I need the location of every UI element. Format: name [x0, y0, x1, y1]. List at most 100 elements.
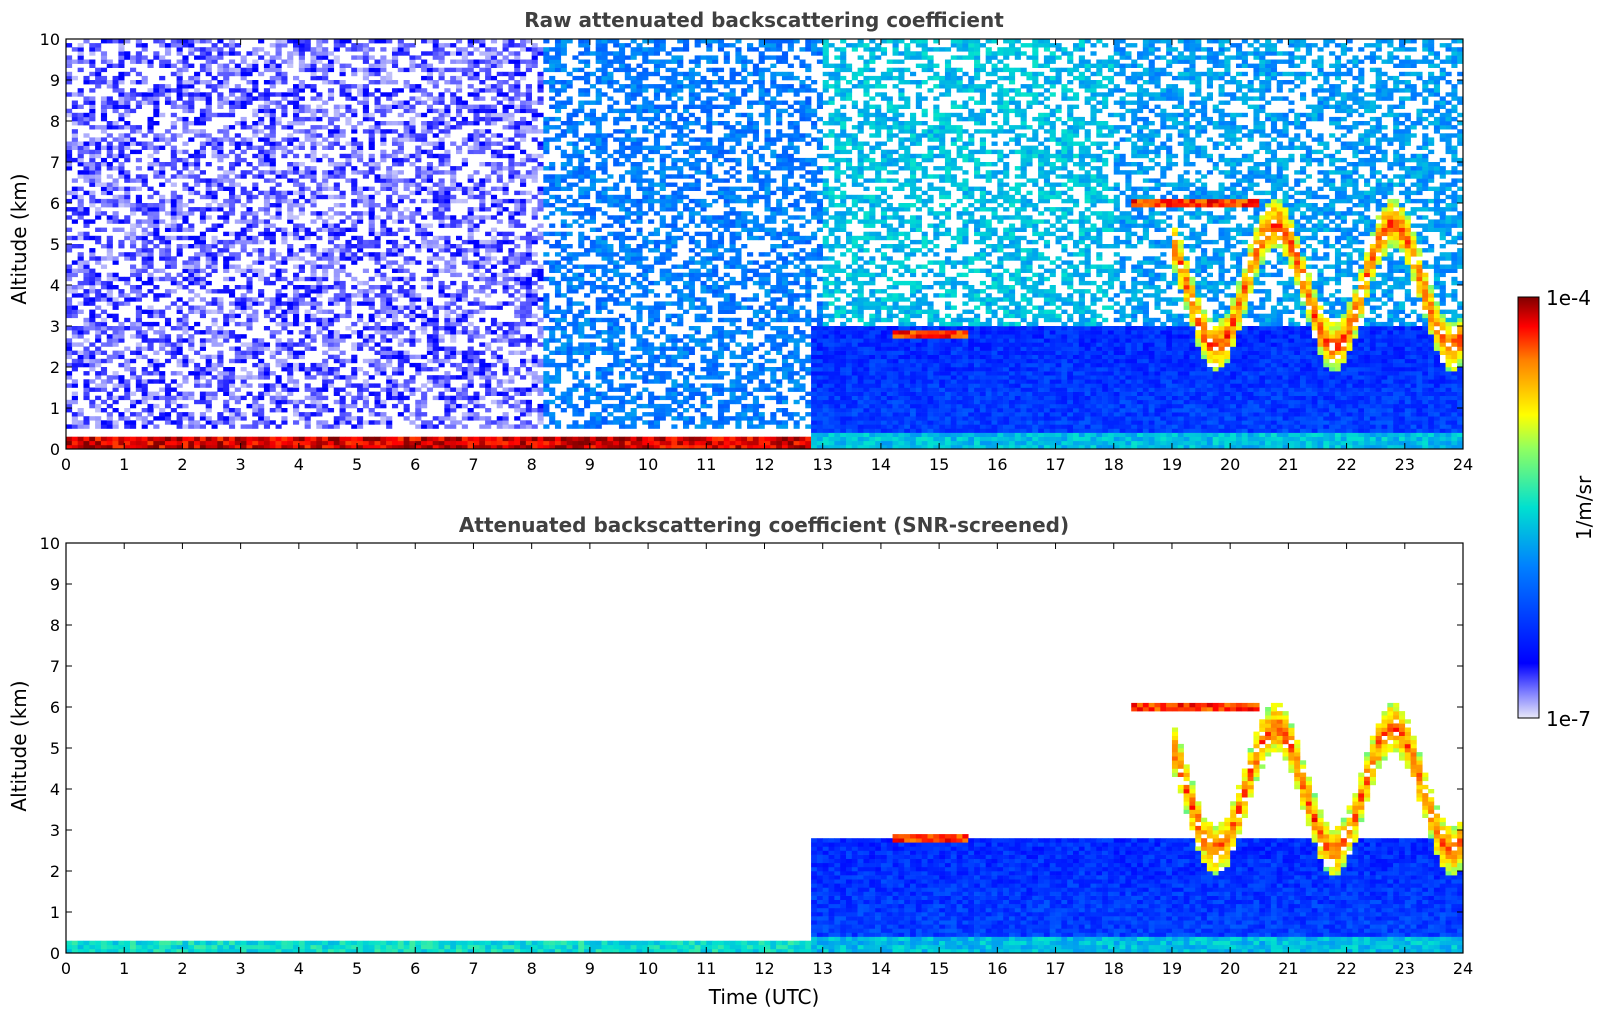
- heatmap-cell: [520, 129, 527, 134]
- heatmap-cell: [77, 256, 84, 261]
- heatmap-cell: [514, 440, 521, 446]
- heatmap-cell: [502, 268, 509, 273]
- heatmap-cell: [124, 231, 131, 237]
- heatmap-cell: [554, 104, 562, 109]
- heatmap-cell: [357, 141, 364, 146]
- heatmap-cell: [421, 231, 428, 237]
- heatmap-cell: [322, 420, 329, 425]
- heatmap-cell: [89, 157, 96, 163]
- heatmap-cell: [176, 383, 183, 388]
- heatmap-cell: [66, 408, 73, 413]
- heatmap-cell: [362, 129, 369, 134]
- heatmap-cell: [351, 256, 358, 261]
- heatmap-cell: [508, 293, 515, 298]
- heatmap-cell: [490, 170, 498, 175]
- heatmap-cell: [397, 112, 404, 118]
- heatmap-cell: [362, 395, 369, 401]
- heatmap-cell: [549, 350, 556, 355]
- heatmap-cell: [461, 67, 468, 73]
- heatmap-cell: [164, 395, 172, 401]
- heatmap-cell: [287, 309, 294, 314]
- heatmap-cell: [106, 424, 113, 429]
- heatmap-cell: [298, 276, 305, 282]
- heatmap-cell: [572, 121, 579, 126]
- heatmap-cell: [426, 67, 434, 73]
- heatmap-cell: [293, 313, 300, 319]
- heatmap-cell: [485, 174, 492, 179]
- heatmap-cell: [467, 227, 474, 232]
- heatmap-cell: [287, 149, 294, 155]
- heatmap-cell: [357, 149, 364, 155]
- heatmap-cell: [112, 88, 119, 93]
- heatmap-cell: [322, 436, 329, 442]
- heatmap-cell: [228, 203, 236, 208]
- heatmap-cell: [496, 239, 503, 245]
- heatmap-cell: [71, 367, 78, 372]
- heatmap-cell: [263, 342, 271, 347]
- heatmap-cell: [520, 137, 527, 142]
- heatmap-cell: [467, 186, 474, 191]
- heatmap-cell: [228, 408, 236, 413]
- heatmap-cell: [293, 88, 300, 93]
- heatmap-cell: [403, 403, 410, 409]
- heatmap-cell: [432, 358, 439, 364]
- heatmap-cell: [223, 75, 230, 81]
- heatmap-cell: [205, 71, 212, 77]
- heatmap-cell: [514, 387, 521, 392]
- heatmap-cell: [211, 354, 218, 360]
- heatmap-cell: [537, 358, 544, 364]
- heatmap-cell: [456, 108, 463, 114]
- heatmap-cell: [304, 116, 311, 122]
- heatmap-cell: [514, 305, 521, 310]
- heatmap-cell: [164, 321, 172, 327]
- heatmap-cell: [258, 219, 265, 224]
- heatmap-cell: [444, 112, 451, 118]
- heatmap-cell: [71, 358, 78, 364]
- heatmap-cell: [234, 71, 241, 77]
- heatmap-cell: [368, 80, 375, 85]
- heatmap-cell: [170, 223, 177, 228]
- heatmap-cell: [118, 375, 125, 380]
- heatmap-cell: [217, 379, 224, 384]
- heatmap-cell: [176, 403, 183, 409]
- heatmap-cell: [281, 227, 288, 232]
- heatmap-cell: [584, 51, 591, 56]
- heatmap-cell: [426, 387, 434, 392]
- heatmap-cell: [537, 436, 544, 442]
- heatmap-cell: [287, 162, 294, 167]
- heatmap-cell: [304, 260, 311, 265]
- heatmap-cell: [130, 92, 137, 97]
- heatmap-cell: [397, 252, 404, 257]
- heatmap-cell: [409, 334, 416, 339]
- heatmap-cell: [205, 338, 212, 343]
- heatmap-cell: [444, 358, 451, 364]
- heatmap-cell: [258, 342, 265, 347]
- heatmap-cell: [316, 403, 323, 409]
- heatmap-cell: [508, 137, 515, 142]
- heatmap-cell: [95, 416, 102, 421]
- heatmap-cell: [537, 403, 544, 409]
- heatmap-cell: [322, 39, 329, 44]
- heatmap-cell: [170, 444, 177, 450]
- heatmap-cell: [293, 387, 300, 392]
- heatmap-cell: [560, 100, 567, 105]
- heatmap-cell: [141, 47, 148, 52]
- heatmap-cell: [106, 190, 113, 196]
- heatmap-cell: [380, 252, 387, 257]
- heatmap-cell: [368, 440, 375, 446]
- heatmap-cell: [333, 162, 340, 167]
- heatmap-cell: [298, 330, 305, 335]
- heatmap-cell: [456, 47, 463, 52]
- heatmap-cell: [159, 133, 166, 138]
- heatmap-cell: [246, 280, 253, 286]
- heatmap-cell: [188, 342, 195, 347]
- heatmap-cell: [252, 301, 259, 306]
- heatmap-cell: [95, 326, 102, 331]
- heatmap-cell: [467, 104, 474, 109]
- heatmap-cell: [135, 166, 142, 171]
- heatmap-cell: [543, 39, 550, 44]
- heatmap-cell: [112, 75, 119, 81]
- heatmap-cell: [496, 84, 503, 89]
- heatmap-cell: [333, 133, 340, 138]
- heatmap-cell: [141, 75, 148, 81]
